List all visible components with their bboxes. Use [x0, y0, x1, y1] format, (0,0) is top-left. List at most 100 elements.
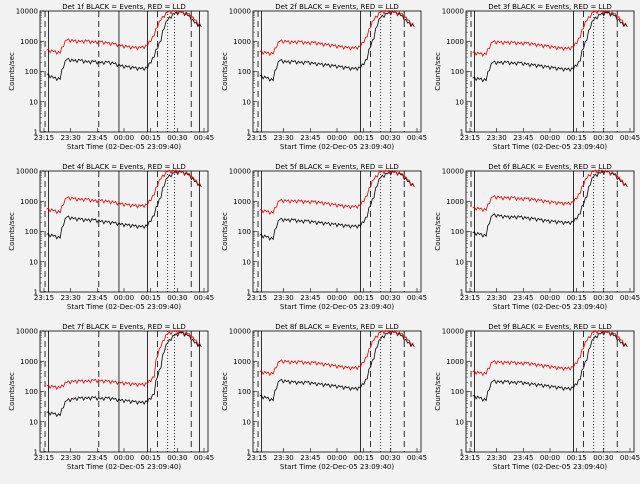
chart-title: Det 8f BLACK = Events, RED = LLD: [275, 323, 398, 331]
x-tick-label: 00:00: [114, 134, 134, 142]
x-tick-label: 00:45: [620, 294, 640, 302]
y-axis-label: Counts/sec: [8, 212, 16, 251]
x-tick-label: 23:30: [274, 294, 294, 302]
y-tick-label: 100: [25, 388, 38, 396]
x-tick-label: 00:30: [167, 134, 187, 142]
x-tick-label: 00:45: [407, 134, 427, 142]
x-tick-label: 00:45: [194, 134, 214, 142]
chart-title: Det 2f BLACK = Events, RED = LLD: [275, 3, 398, 11]
x-tick-label: 00:45: [407, 294, 427, 302]
y-tick-label: 1000: [20, 358, 38, 366]
y-tick-label: 1: [34, 129, 38, 137]
x-tick-label: 00:00: [540, 454, 560, 462]
x-tick-label: 23:45: [513, 134, 533, 142]
x-tick-label: 00:30: [167, 454, 187, 462]
x-tick-label: 00:00: [114, 294, 134, 302]
x-tick-label: 00:45: [620, 134, 640, 142]
x-tick-label: 00:15: [354, 454, 374, 462]
x-tick-label: 00:15: [567, 454, 587, 462]
x-tick-label: 23:45: [87, 294, 107, 302]
chart-title: Det 3f BLACK = Events, RED = LLD: [488, 3, 611, 11]
series-line-black: [472, 11, 628, 83]
x-tick-label: 23:30: [274, 134, 294, 142]
x-tick-label: 23:15: [460, 294, 480, 302]
y-tick-label: 1: [460, 129, 464, 137]
x-axis-label: Start Time (02-Dec-05 23:09:40): [67, 303, 181, 311]
plot-frame: [252, 330, 422, 453]
plot-frame: [465, 10, 635, 133]
x-tick-label: 23:45: [300, 294, 320, 302]
plot-frame: [465, 330, 635, 453]
y-axis-label: Counts/sec: [434, 52, 442, 91]
series-line-black: [259, 10, 415, 82]
x-tick-label: 00:00: [114, 454, 134, 462]
x-tick-label: 00:45: [620, 454, 640, 462]
series-line-red: [259, 9, 415, 57]
series-line-black: [259, 330, 415, 402]
chart-panel: Det 5f BLACK = Events, RED = LLD 1 10 100 10…: [221, 163, 427, 311]
x-tick-label: 23:15: [34, 294, 54, 302]
x-tick-label: 00:30: [593, 134, 613, 142]
series-line-red: [46, 329, 202, 391]
x-axis-label: Start Time (02-Dec-05 23:09:40): [280, 143, 394, 151]
y-tick-label: 10: [29, 258, 38, 266]
y-tick-label: 100: [238, 388, 251, 396]
x-tick-label: 23:30: [487, 294, 507, 302]
y-tick-label: 10000: [16, 8, 38, 16]
x-tick-label: 00:15: [141, 454, 161, 462]
y-tick-label: 100: [451, 68, 464, 76]
y-tick-label: 10: [29, 418, 38, 426]
y-tick-label: 1: [247, 449, 251, 457]
x-tick-label: 00:15: [354, 134, 374, 142]
y-tick-label: 1000: [446, 358, 464, 366]
y-axis-label: Counts/sec: [434, 212, 442, 251]
x-tick-label: 23:30: [274, 454, 294, 462]
x-tick-label: 00:30: [380, 294, 400, 302]
series-line-red: [46, 9, 202, 56]
chart-panel: Det 8f BLACK = Events, RED = LLD 1 10 100 10…: [221, 323, 427, 471]
chart-panel: Det 3f BLACK = Events, RED = LLD 1 10 100 10…: [434, 3, 640, 151]
x-tick-label: 23:15: [34, 134, 54, 142]
y-tick-label: 1000: [20, 198, 38, 206]
chart-title: Det 5f BLACK = Events, RED = LLD: [275, 163, 398, 171]
y-tick-label: 10: [29, 98, 38, 106]
x-tick-label: 00:15: [567, 134, 587, 142]
x-tick-label: 23:45: [513, 454, 533, 462]
x-tick-label: 23:30: [487, 454, 507, 462]
chart-panel: Det 4f BLACK = Events, RED = LLD 1 10 100 10…: [8, 163, 214, 311]
x-tick-label: 23:45: [300, 134, 320, 142]
y-tick-label: 1: [247, 289, 251, 297]
x-tick-label: 00:00: [540, 294, 560, 302]
series-line-red: [472, 329, 628, 377]
x-tick-label: 23:45: [513, 294, 533, 302]
x-tick-label: 00:30: [380, 454, 400, 462]
y-tick-label: 1000: [233, 38, 251, 46]
x-axis-label: Start Time (02-Dec-05 23:09:40): [493, 463, 607, 471]
x-tick-label: 00:45: [407, 454, 427, 462]
series-line-black: [472, 170, 628, 238]
x-axis-label: Start Time (02-Dec-05 23:09:40): [493, 303, 607, 311]
y-tick-label: 1000: [446, 198, 464, 206]
y-axis-label: Counts/sec: [434, 372, 442, 411]
y-tick-label: 10000: [229, 8, 251, 16]
y-tick-label: 10: [455, 258, 464, 266]
x-tick-label: 00:00: [327, 454, 347, 462]
y-tick-label: 100: [25, 228, 38, 236]
y-axis-label: Counts/sec: [8, 372, 16, 411]
y-tick-label: 1000: [20, 38, 38, 46]
chart-title: Det 7f BLACK = Events, RED = LLD: [62, 323, 185, 331]
series-line-black: [46, 170, 202, 240]
x-axis-label: Start Time (02-Dec-05 23:09:40): [280, 303, 394, 311]
x-tick-label: 23:15: [247, 294, 267, 302]
chart-panel: Det 7f BLACK = Events, RED = LLD 1 10 100 10…: [8, 323, 214, 471]
y-tick-label: 10: [242, 258, 251, 266]
plot-frame: [39, 10, 209, 133]
x-tick-label: 23:15: [460, 454, 480, 462]
y-tick-label: 1: [34, 449, 38, 457]
y-tick-label: 10000: [16, 168, 38, 176]
chart-title: Det 1f BLACK = Events, RED = LLD: [62, 3, 185, 11]
y-tick-label: 1: [460, 449, 464, 457]
x-tick-label: 00:00: [327, 294, 347, 302]
